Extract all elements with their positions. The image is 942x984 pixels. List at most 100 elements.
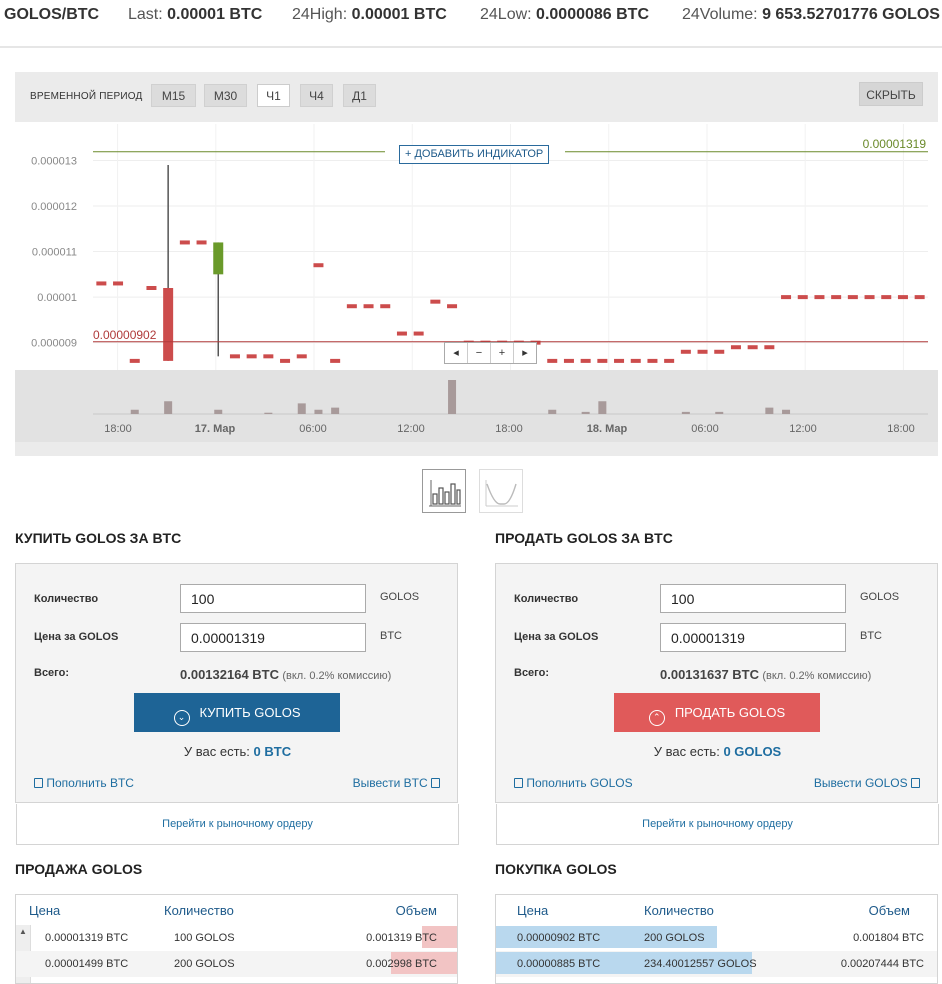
volume-bar [581, 411, 590, 414]
candle-body [547, 358, 558, 363]
sell-panel: Количество GOLOS Цена за GOLOS BTC Всего… [495, 563, 939, 845]
x-axis: 18:00 17. Мар 06:00 12:00 18:00 18. Мар 06:00 1… [104, 423, 915, 435]
deposit-golos-label: Пополнить GOLOS [526, 776, 633, 790]
row-volume: 0.001804 BTC [853, 932, 924, 944]
candle-body [280, 358, 291, 363]
candle-body [113, 281, 124, 286]
sell-button[interactable]: ⌃ ПРОДАТЬ GOLOS [614, 693, 820, 732]
hide-chart-button[interactable]: СКРЫТЬ [859, 82, 923, 106]
table-row[interactable]: 0.00000902 BTC 200 GOLOS 0.001804 BTC [496, 925, 937, 951]
candle-body [580, 358, 591, 363]
sell-button-label: ПРОДАТЬ GOLOS [674, 705, 786, 720]
volume-bar [164, 401, 173, 414]
buy-balance-value: 0 BTC [253, 744, 292, 759]
candle-chart-toggle[interactable] [422, 469, 466, 513]
deposit-btc-link[interactable]: Пополнить BTC [34, 776, 134, 790]
buy-market-order-link[interactable]: Перейти к рыночному ордеру [162, 818, 313, 830]
sell-total: 0.00131637 BTC (вкл. 0.2% комиссию) [660, 667, 871, 682]
add-indicator-button[interactable]: + ДОБАВИТЬ ИНДИКАТОР [399, 145, 550, 164]
sell-book-header-price[interactable]: Цена [29, 903, 61, 918]
candle-body [330, 358, 341, 363]
buy-book-header-qty[interactable]: Количество [644, 903, 714, 918]
timeframe-h4[interactable]: Ч4 [300, 84, 333, 107]
volume-bar [765, 407, 774, 414]
buy-button[interactable]: ⌄ КУПИТЬ GOLOS [134, 693, 340, 732]
table-row[interactable]: 0.00001499 BTC 200 GOLOS 0.002998 BTC [16, 951, 457, 977]
zoom-out-button[interactable]: − [468, 343, 491, 363]
candle-body [680, 349, 691, 354]
row-volume: 0.00207444 BTC [840, 958, 924, 970]
buy-total: 0.00132164 BTC (вкл. 0.2% комиссию) [180, 667, 391, 682]
sell-title: ПРОДАТЬ GOLOS ЗА BTC [495, 530, 673, 546]
sell-balance-label: У вас есть: [653, 744, 720, 759]
buy-market-order: Перейти к рыночному ордеру [16, 804, 459, 845]
candle-body [697, 349, 708, 354]
depth-chart-toggle[interactable] [479, 469, 523, 513]
sell-qty-label: Количество [514, 593, 579, 605]
buy-book-title: ПОКУПКА GOLOS [495, 861, 617, 877]
volume-bars [15, 370, 938, 442]
x-tick-label: 18:00 [104, 423, 132, 435]
volume-bar [130, 409, 139, 414]
volume: 24Volume: 9 653.52701776 GOLOS [682, 6, 940, 24]
volume-bar [681, 411, 690, 414]
row-price: 0.00001319 BTC [45, 932, 129, 944]
sell-book-header-volume[interactable]: Объем [395, 903, 437, 918]
scroll-left-button[interactable]: ◂ [445, 343, 468, 363]
volume-bar [264, 412, 273, 414]
candle-body [246, 354, 257, 359]
withdraw-btc-label: Вывести BTC [352, 776, 428, 790]
scroll-right-button[interactable]: ▸ [522, 347, 528, 359]
sell-total-label: Всего: [514, 667, 549, 679]
row-qty: 200 GOLOS [174, 958, 235, 970]
row-price: 0.00000902 BTC [517, 932, 601, 944]
withdraw-golos-link[interactable]: Вывести GOLOS [814, 776, 920, 790]
sell-qty-input[interactable] [660, 584, 846, 613]
period-label: ВРЕМЕННОЙ ПЕРИОД [30, 91, 143, 102]
candle-body [96, 281, 107, 286]
buy-book-header-volume[interactable]: Объем [868, 903, 910, 918]
buy-price-input[interactable] [180, 623, 366, 652]
volume-value: 9 653.52701776 GOLOS [762, 6, 940, 23]
zoom-in-button[interactable]: + [491, 343, 514, 363]
volume-bar [297, 403, 306, 414]
price-lines: 0.00001319 0.00000902 [93, 137, 928, 343]
row-price: 0.00001499 BTC [45, 958, 129, 970]
deposit-golos-link[interactable]: Пополнить GOLOS [514, 776, 633, 790]
buy-qty-input[interactable] [180, 584, 366, 613]
candle-body [614, 358, 625, 363]
volume-label: 24Volume: [682, 6, 758, 23]
last-label: Last: [128, 6, 163, 23]
candle-body [380, 304, 391, 309]
timeframe-m15[interactable]: М15 [151, 84, 196, 107]
volume-bar [782, 409, 791, 414]
timeframe-m30[interactable]: М30 [204, 84, 247, 107]
candle-body [129, 358, 140, 363]
buy-qty-unit: GOLOS [380, 591, 420, 603]
table-row[interactable]: 0.00000885 BTC 234.40012557 GOLOS 0.0020… [496, 951, 937, 977]
wallet-icon [514, 778, 523, 788]
timeframe-d1[interactable]: Д1 [343, 84, 376, 107]
sell-price-unit: BTC [860, 630, 882, 642]
sell-price-label: Цена за GOLOS [514, 631, 599, 643]
candle-body [831, 295, 842, 300]
pair-name: GOLOS/BTC [4, 6, 99, 24]
buy-total-label: Всего: [34, 667, 69, 679]
buy-book-header-price[interactable]: Цена [517, 903, 549, 918]
candle-body [296, 354, 307, 359]
timeframe-h1[interactable]: Ч1 [257, 84, 290, 107]
sell-total-value: 0.00131637 BTC [660, 667, 760, 682]
table-row[interactable]: 0.00001319 BTC 100 GOLOS 0.001319 BTC [16, 925, 457, 951]
row-qty: 100 GOLOS [174, 932, 235, 944]
sell-market-order: Перейти к рыночному ордеру [496, 804, 939, 845]
withdraw-btc-link[interactable]: Вывести BTC [353, 776, 440, 790]
sell-book-header-qty[interactable]: Количество [164, 903, 234, 918]
ticker-bar: GOLOS/BTC Last: 0.00001 BTC 24High: 0.00… [0, 0, 942, 48]
y-tick-label: 0.000012 [31, 201, 77, 213]
scroll-up-icon[interactable]: ▲ [19, 927, 27, 936]
sell-price-input[interactable] [660, 623, 846, 652]
sell-market-order-link[interactable]: Перейти к рыночному ордеру [642, 818, 793, 830]
sell-balance-value: 0 GOLOS [723, 744, 782, 759]
candle-body [196, 240, 207, 245]
